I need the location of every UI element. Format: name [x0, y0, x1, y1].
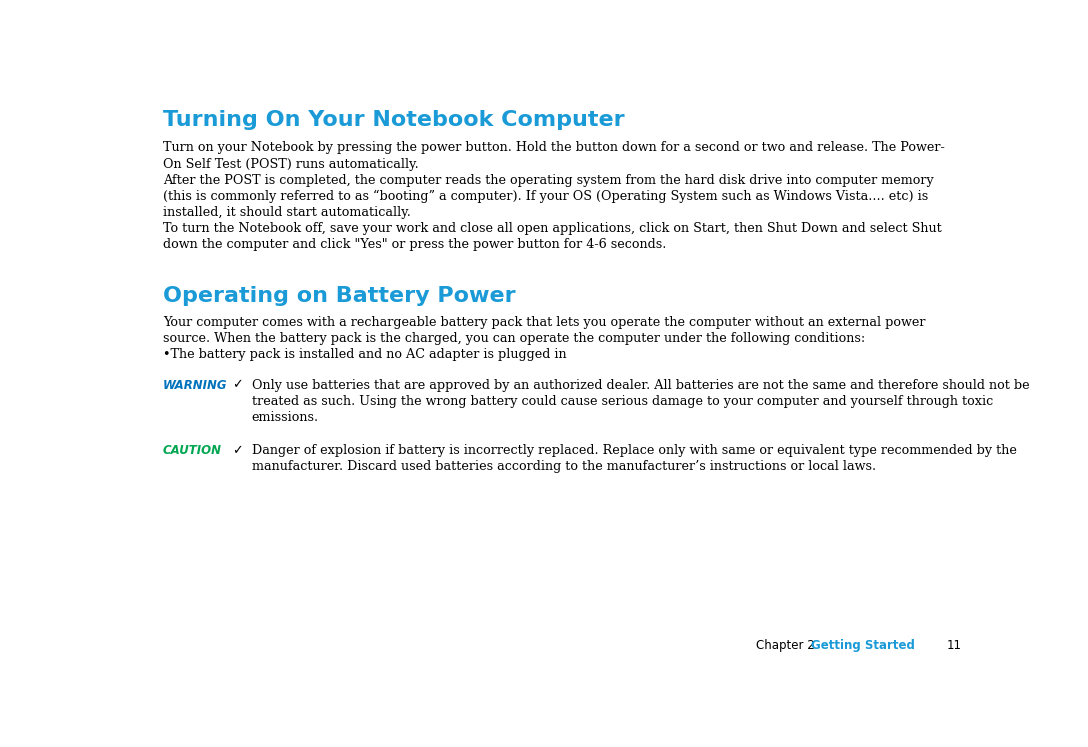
Text: manufacturer. Discard used batteries according to the manufacturer’s instruction: manufacturer. Discard used batteries acc… — [251, 460, 876, 473]
Text: ✓: ✓ — [232, 444, 243, 457]
Text: treated as such. Using the wrong battery could cause serious damage to your comp: treated as such. Using the wrong battery… — [251, 394, 992, 408]
Text: On Self Test (POST) runs automatically.: On Self Test (POST) runs automatically. — [163, 158, 419, 170]
Text: CAUTION: CAUTION — [163, 444, 222, 457]
Text: Chapter 2: Chapter 2 — [756, 639, 815, 652]
Text: Danger of explosion if battery is incorrectly replaced. Replace only with same o: Danger of explosion if battery is incorr… — [251, 444, 1016, 457]
Text: •The battery pack is installed and no AC adapter is plugged in: •The battery pack is installed and no AC… — [163, 348, 567, 361]
Text: 11: 11 — [948, 639, 962, 652]
Text: down the computer and click "Yes" or press the power button for 4-6 seconds.: down the computer and click "Yes" or pre… — [163, 238, 666, 251]
Text: To turn the Notebook off, save your work and close all open applications, click : To turn the Notebook off, save your work… — [163, 222, 942, 235]
Text: installed, it should start automatically.: installed, it should start automatically… — [163, 206, 411, 219]
Text: Getting Started: Getting Started — [811, 639, 914, 652]
Text: Operating on Battery Power: Operating on Battery Power — [163, 286, 516, 306]
Text: source. When the battery pack is the charged, you can operate the computer under: source. When the battery pack is the cha… — [163, 332, 865, 345]
Text: After the POST is completed, the computer reads the operating system from the ha: After the POST is completed, the compute… — [163, 173, 934, 187]
Text: Turning On Your Notebook Computer: Turning On Your Notebook Computer — [163, 110, 625, 130]
Text: ✓: ✓ — [232, 379, 243, 391]
Text: WARNING: WARNING — [163, 379, 227, 391]
Text: Your computer comes with a rechargeable battery pack that lets you operate the c: Your computer comes with a rechargeable … — [163, 316, 926, 329]
Text: Only use batteries that are approved by an authorized dealer. All batteries are : Only use batteries that are approved by … — [251, 379, 1029, 391]
Text: (this is commonly referred to as “booting” a computer). If your OS (Operating Sy: (this is commonly referred to as “bootin… — [163, 190, 928, 203]
Text: Turn on your Notebook by pressing the power button. Hold the button down for a s: Turn on your Notebook by pressing the po… — [163, 141, 944, 155]
Text: emissions.: emissions. — [251, 411, 319, 424]
